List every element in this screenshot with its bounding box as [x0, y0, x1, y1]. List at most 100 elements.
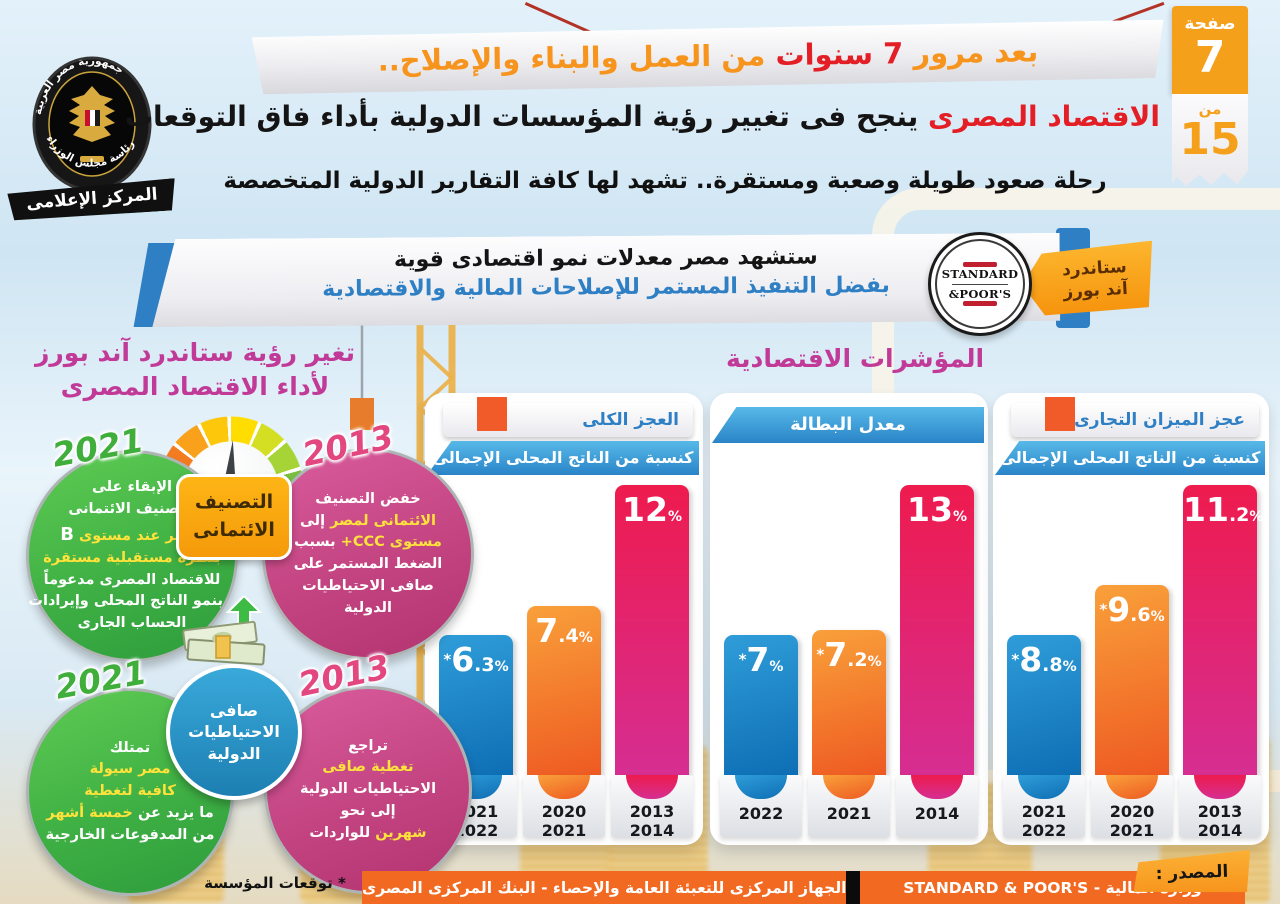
- bar-notch: [1194, 775, 1246, 799]
- bubble-line: إلى نحو: [340, 802, 396, 819]
- money-stack-icon: [182, 596, 266, 666]
- net-reserves-badge: صافى الاحتياطيات الدولية: [166, 664, 302, 800]
- bar-year-label: 2022: [1021, 821, 1067, 841]
- indicators-title: المؤشرات الاقتصادية: [725, 344, 985, 373]
- bubble-line: كافية لتغطية: [84, 783, 176, 800]
- source-strip: الجهاز المركزى للتعبئة العامة والإحصاء -…: [362, 871, 1245, 904]
- bar-pedestal: 2021: [808, 775, 890, 837]
- bar-notch: [1018, 775, 1070, 799]
- bubble-line: تغطية صافى: [322, 759, 414, 776]
- bar-notch: [538, 775, 590, 799]
- page-total: 15: [1179, 114, 1241, 165]
- bar: 13%: [900, 485, 974, 775]
- bar: *9.6%: [1095, 585, 1169, 775]
- bar-pedestal: 2021 2022: [1003, 775, 1085, 841]
- credit-badge-line1: التصنيف: [194, 491, 274, 514]
- sp-logo-text1: STANDARD: [941, 267, 1019, 282]
- bar-pedestal: 2020 2021: [523, 775, 605, 841]
- bar-year-label: 2020: [541, 802, 587, 821]
- chart-title: معدل البطالة: [712, 407, 984, 443]
- forecast-footnote: * توقعات المؤسسة: [204, 874, 346, 892]
- bubble-line: الحساب الجارى: [77, 615, 187, 631]
- bar-value-label: 12%: [622, 490, 682, 529]
- bar-value-label: 7.4%: [535, 611, 593, 651]
- chart-subtitle: كنسبة من الناتج المحلى الإجمالى: [995, 441, 1265, 475]
- bubble-line: لمصر عند مستوى B: [60, 523, 204, 545]
- government-emblem: جمهورية مصر العربية رئاسة مجلس الوزراء: [32, 55, 152, 192]
- bar-pedestal: 2013 2014: [1179, 775, 1261, 840]
- bubble-line: للاقتصاد المصرى مدعوماً: [43, 571, 221, 588]
- main-headline: الاقتصاد المصرى ينجح فى تغيير رؤية المؤس…: [125, 100, 1160, 133]
- bubble-line: مصر سيولة: [89, 761, 171, 778]
- bar-year-label: 2014: [629, 821, 675, 841]
- bubble-line: الدولية: [344, 599, 392, 616]
- bar: *8.8%: [1007, 635, 1081, 775]
- bar-notch: [823, 775, 875, 799]
- page-label: صفحة: [1184, 14, 1236, 34]
- rating-2013-bubble: خفض التصنيف الائتمانى لمصر إلى مستوى CCC+ …: [262, 448, 474, 660]
- chart-panel-trade-deficit: عجز الميزان التجارى كنسبة من الناتج المح…: [993, 393, 1269, 845]
- bubble-line: الائتمانى لمصر إلى: [299, 512, 437, 529]
- bubble-line: الإبقاء على: [91, 479, 173, 496]
- bar-notch: [626, 775, 678, 799]
- standard-and-poors-logo: STANDARD &POOR'S: [928, 232, 1032, 336]
- bar-value-label: *6.3%: [443, 640, 509, 679]
- top-banner: بعد مرور 7 سنوات من العمل والبناء والإصل…: [252, 20, 1165, 95]
- reserves-badge-line1: صافى: [209, 700, 259, 720]
- bubble-line: شهرين للواردات: [309, 824, 427, 841]
- bubble-line: تمتلك: [109, 739, 151, 756]
- page-of-label: من: [1198, 100, 1222, 118]
- quote-banner: ستشهد مصر معدلات نمو اقتصادى قوية بفضل ا…: [152, 233, 1061, 327]
- page-indicator: صفحة 7 من 15: [1172, 6, 1248, 190]
- bar: *7.2%: [812, 630, 886, 775]
- bar-year-label: 2021: [541, 821, 587, 841]
- sp-logo-inner: STANDARD &POOR'S: [935, 239, 1025, 329]
- bar-year-label: 2021: [1021, 802, 1067, 821]
- sub-headline: رحلة صعود طويلة وصعبة ومستقرة.. تشهد لها…: [223, 168, 1107, 194]
- bar-pedestal: 2014: [896, 775, 978, 837]
- bar-notch: [1106, 775, 1158, 799]
- bubble-line: التصنيف الائتمانى: [68, 501, 196, 517]
- headline-highlight: الاقتصاد المصرى: [928, 100, 1160, 133]
- credit-rating-badge: التصنيف الائتمانى: [176, 474, 292, 560]
- bubble-line: صافى الاحتياطيات: [302, 577, 434, 594]
- bar-year-label: 2013: [629, 802, 675, 821]
- bar-value-label: 13%: [907, 490, 967, 529]
- bar-value-label: *7.2%: [816, 635, 882, 674]
- bar-value-label: 11.2%: [1183, 490, 1264, 529]
- quote-line2: بفضل التنفيذ المستمر للإصلاحات المالية و…: [322, 273, 890, 302]
- headline-rest: ينجح فى تغيير رؤية المؤسسات الدولية بأدا…: [124, 100, 929, 133]
- bubble-line: الضغط المستمر على: [293, 556, 443, 572]
- reserves-badge-line3: الدولية: [207, 743, 261, 763]
- sp-view-title: تغير رؤية ستاندرد آند بورز لأداء الاقتصا…: [20, 336, 370, 404]
- banner-text-part2: من العمل والبناء والإصلاح..: [377, 38, 776, 78]
- page-number-box: صفحة 7: [1172, 6, 1248, 94]
- bar: *6.3%: [439, 635, 513, 775]
- chart-panel-total-deficit: العجز الكلى كنسبة من الناتج المحلى الإجم…: [425, 393, 703, 845]
- header-orange-square: [477, 397, 507, 431]
- banner-text-highlight: 7 سنوات: [775, 36, 904, 73]
- bubble-line: مستوى CCC+ بسبب: [294, 534, 442, 551]
- bar: 11.2%: [1183, 485, 1264, 775]
- bubble-line: ما يزيد عن خمسة أشهر: [46, 804, 214, 821]
- bar: *7%: [724, 635, 798, 775]
- chart-subtitle: كنسبة من الناتج المحلى الإجمالى: [427, 441, 699, 475]
- bar-pedestal: 2020 2021: [1091, 775, 1173, 841]
- sp-logo-divider: [952, 283, 1008, 285]
- bar-year-label: 2021: [1109, 821, 1155, 841]
- bar-value-label: *9.6%: [1099, 590, 1165, 629]
- bar-value-label: *7%: [738, 640, 784, 679]
- bar-year-label: 2013: [1197, 802, 1243, 821]
- page-total-box: من 15: [1172, 94, 1248, 187]
- bar-value-label: *8.8%: [1011, 640, 1077, 679]
- bar-chart-unemployment: *7% 2022 *7.2% 2021 13% 2014: [710, 475, 988, 837]
- bar-notch: [735, 775, 787, 799]
- page-number: 7: [1194, 32, 1226, 83]
- bar-pedestal: 2022: [720, 775, 802, 837]
- sp-logo-text2: &POOR'S: [948, 286, 1012, 301]
- chart-panel-unemployment: معدل البطالة *7% 2022 *7.2% 2021 13% 2014: [710, 393, 988, 845]
- bar-chart-trade-deficit: *8.8% 2021 2022 *9.6% 2020 2021 11.2% 2013 2014: [993, 475, 1269, 840]
- bar: 7.4%: [527, 606, 601, 775]
- flag-shield: [85, 110, 100, 126]
